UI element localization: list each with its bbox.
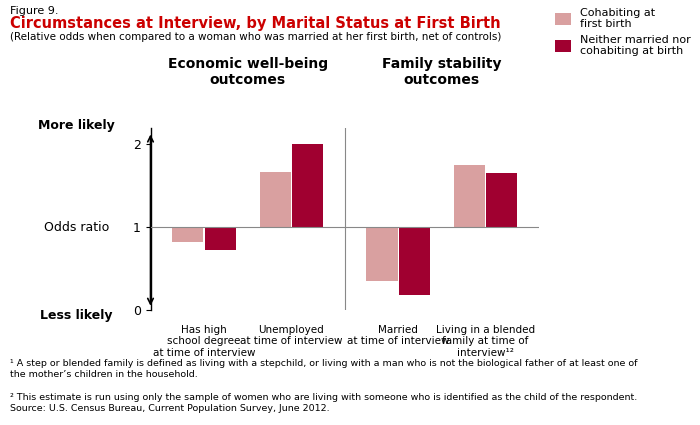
Text: Has high
school degree
at time of interview: Has high school degree at time of interv…	[153, 325, 256, 358]
Text: Family stability
outcomes: Family stability outcomes	[382, 57, 502, 87]
Text: (Relative odds when compared to a woman who was married at her first birth, net : (Relative odds when compared to a woman …	[10, 32, 502, 42]
Bar	[399, 227, 430, 295]
Text: Circumstances at Interview, by Marital Status at First Birth: Circumstances at Interview, by Marital S…	[10, 16, 501, 31]
Bar	[367, 227, 398, 281]
Bar	[292, 144, 323, 227]
Text: Married
at time of interview: Married at time of interview	[347, 325, 449, 346]
Text: Economic well-being
outcomes: Economic well-being outcomes	[167, 57, 328, 87]
Legend: Cohabiting at
first birth, Neither married nor
cohabiting at birth: Cohabiting at first birth, Neither marri…	[554, 8, 691, 57]
Bar	[260, 172, 290, 227]
Text: More likely: More likely	[38, 119, 115, 132]
Text: ² This estimate is run using only the sample of women who are living with someon: ² This estimate is run using only the sa…	[10, 393, 638, 413]
Bar	[204, 227, 236, 250]
Text: Figure 9.: Figure 9.	[10, 6, 59, 17]
Bar	[454, 165, 485, 227]
Text: Less likely: Less likely	[41, 309, 113, 322]
Text: Odds ratio: Odds ratio	[44, 221, 109, 234]
Bar	[486, 173, 517, 227]
Text: Unemployed
at time of interview: Unemployed at time of interview	[240, 325, 342, 346]
Text: ¹ A step or blended family is defined as living with a stepchild, or living with: ¹ A step or blended family is defined as…	[10, 359, 638, 379]
Text: Living in a blended
family at time of
interview¹²: Living in a blended family at time of in…	[436, 325, 535, 358]
Bar	[172, 227, 203, 242]
